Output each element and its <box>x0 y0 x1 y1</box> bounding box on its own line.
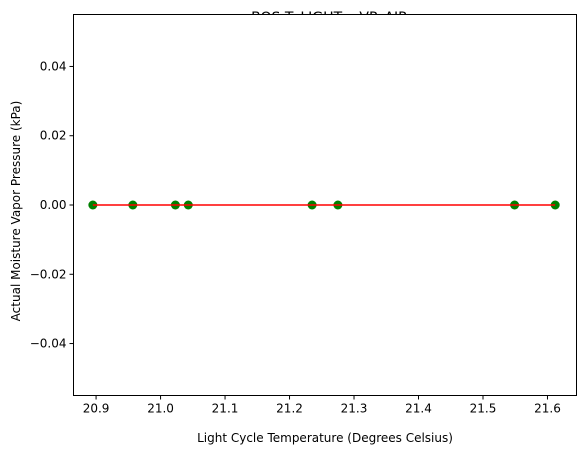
x-tick-label: 21.4 <box>405 402 432 416</box>
y-tick-label: −0.02 <box>30 267 67 281</box>
x-tick-label: 21.0 <box>147 402 174 416</box>
x-tick-label: 21.1 <box>212 402 239 416</box>
x-ticks: 20.9 21.0 21.1 21.2 21.3 21.4 21.5 21.6 <box>83 395 561 416</box>
y-tick-label: −0.04 <box>30 337 67 351</box>
plot-frame <box>73 14 577 396</box>
y-tick-label: 0.00 <box>40 198 67 212</box>
x-axis-label: Light Cycle Temperature (Degrees Celsius… <box>197 431 453 445</box>
y-tick-label: 0.04 <box>40 59 67 73</box>
y-tick-label: 0.02 <box>40 129 67 143</box>
x-tick-label: 20.9 <box>83 402 110 416</box>
x-tick-label: 21.2 <box>276 402 303 416</box>
y-ticks: −0.04 −0.02 0.00 0.02 0.04 <box>30 59 74 351</box>
x-tick-label: 21.5 <box>470 402 497 416</box>
x-tick-label: 21.6 <box>534 402 561 416</box>
series-layer <box>88 200 560 210</box>
y-axis-label: Actual Moisture Vapor Pressure (kPa) <box>9 101 23 322</box>
x-tick-label: 21.3 <box>341 402 368 416</box>
